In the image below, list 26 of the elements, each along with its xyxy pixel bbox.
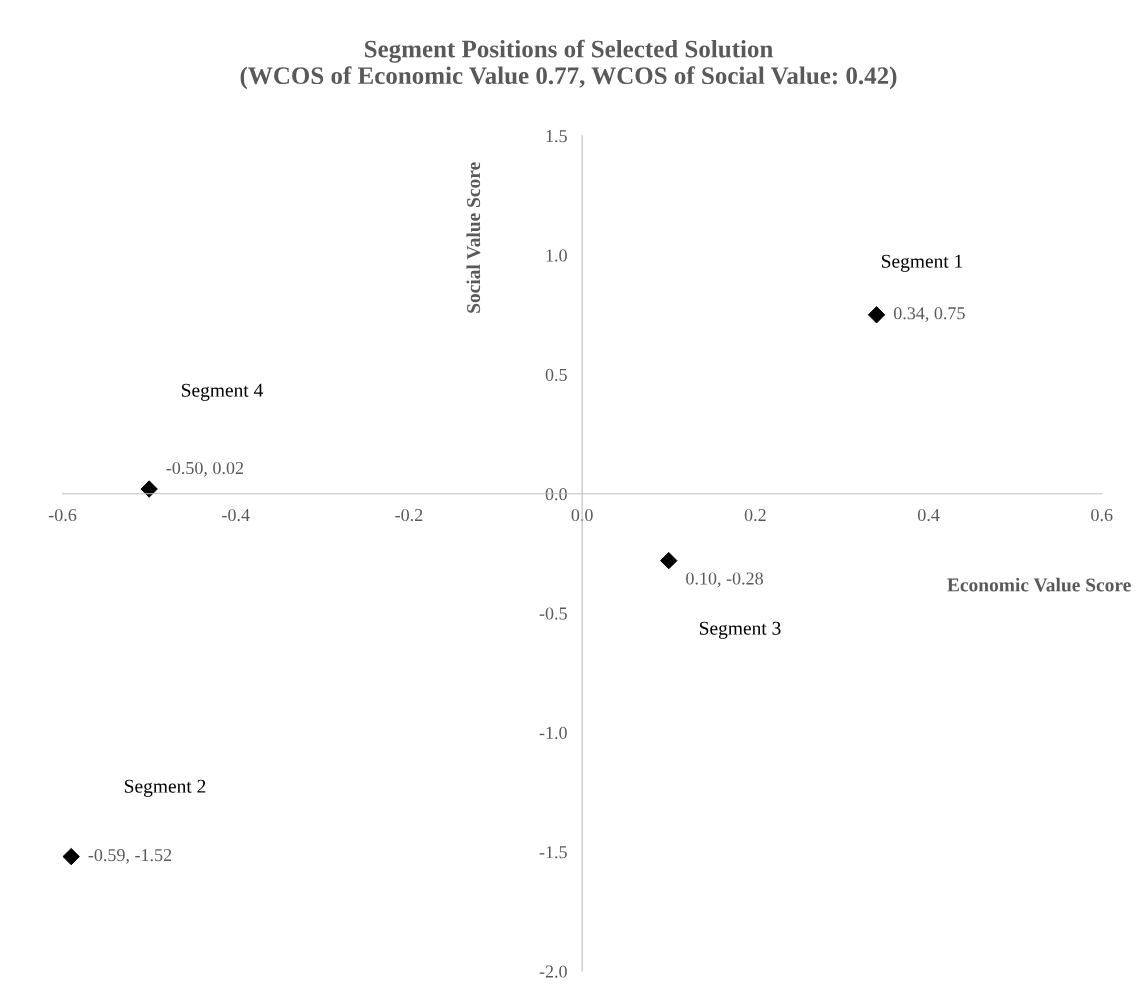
y-axis-title: Social Value Score bbox=[466, 162, 481, 313]
x-tick-label: 0.0 bbox=[571, 508, 593, 522]
chart-title: Segment Positions of Selected Solution (WCOS of Economic Value 0.77, WCOS of Social Value: 0.42) bbox=[240, 39, 897, 90]
y-tick-label: -1.0 bbox=[539, 726, 567, 740]
x-tick-label: 0.4 bbox=[917, 508, 940, 522]
y-tick-label: 1.0 bbox=[546, 249, 567, 262]
y-tick-label: -2.0 bbox=[539, 965, 567, 978]
y-tick-label: 1.5 bbox=[546, 130, 567, 143]
y-tick-label: -1.5 bbox=[539, 846, 567, 859]
annotation: Segment 4 bbox=[181, 383, 264, 401]
y-tick-label: 0.5 bbox=[545, 368, 567, 381]
x-tick-label: 0.6 bbox=[1091, 508, 1113, 522]
annotation: Segment 2 bbox=[124, 779, 206, 797]
annotation: Segment 3 bbox=[699, 621, 781, 639]
x-axis-title: Economic Value Score bbox=[947, 577, 1131, 592]
y-tick-label: -0.5 bbox=[539, 607, 567, 620]
x-tick-label: 0.2 bbox=[744, 508, 766, 522]
data-label: 0.10, -0.28 bbox=[686, 572, 763, 588]
x-tick-label: -0.6 bbox=[48, 508, 77, 522]
data-label: -0.59, -1.52 bbox=[88, 848, 172, 864]
data-label: -0.50, 0.02 bbox=[166, 461, 244, 477]
y-tick-label: 0.0 bbox=[545, 488, 567, 501]
annotation: Segment 1 bbox=[881, 254, 963, 272]
x-tick-label: -0.4 bbox=[222, 508, 250, 522]
data-label: 0.34, 0.75 bbox=[893, 307, 965, 322]
x-tick-label: -0.2 bbox=[395, 508, 423, 522]
